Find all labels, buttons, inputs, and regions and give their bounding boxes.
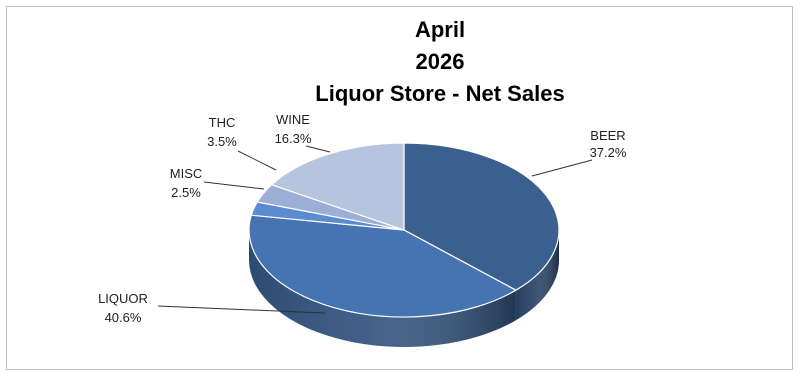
pie-side-shading-liquor bbox=[249, 230, 516, 347]
leader-line-wine bbox=[305, 145, 331, 153]
pie-slice-liquor bbox=[248, 214, 517, 318]
pie-slice-beer bbox=[403, 142, 560, 291]
slice-label-value-liquor: 40.6% bbox=[105, 310, 142, 325]
slice-label-value-thc: 3.5% bbox=[207, 134, 237, 149]
chart-title-line-year: 2026 bbox=[415, 49, 465, 74]
slice-label-value-wine: 16.3% bbox=[275, 131, 312, 146]
slice-label-value-beer: 37.2% bbox=[590, 145, 627, 160]
leader-line-liquor bbox=[157, 305, 326, 314]
chart-title: April 2026 Liquor Store - Net Sales bbox=[240, 14, 640, 110]
leader-line-beer bbox=[531, 159, 593, 177]
slice-label-value-misc: 2.5% bbox=[171, 185, 201, 200]
leader-line-thc bbox=[237, 150, 277, 171]
pie-tops bbox=[248, 142, 560, 318]
slice-label-name-beer: BEER bbox=[590, 128, 625, 143]
leader-line-misc bbox=[203, 181, 265, 190]
slice-label-name-liquor: LIQUOR bbox=[98, 291, 148, 306]
slice-label-name-thc: THC bbox=[209, 115, 236, 130]
slice-label-name-misc: MISC bbox=[170, 166, 203, 181]
pie-slice-wine bbox=[271, 142, 405, 231]
chart-title-line-month: April bbox=[414, 17, 466, 42]
chart-title-line-name: Liquor Store - Net Sales bbox=[315, 81, 565, 106]
pie-labels: BEER 37.2% LIQUOR 40.6% MISC 2.5% THC 3.5% WINE 1… bbox=[98, 112, 627, 325]
slice-label-name-wine: WINE bbox=[276, 112, 310, 127]
pie-leader-lines bbox=[157, 145, 593, 314]
